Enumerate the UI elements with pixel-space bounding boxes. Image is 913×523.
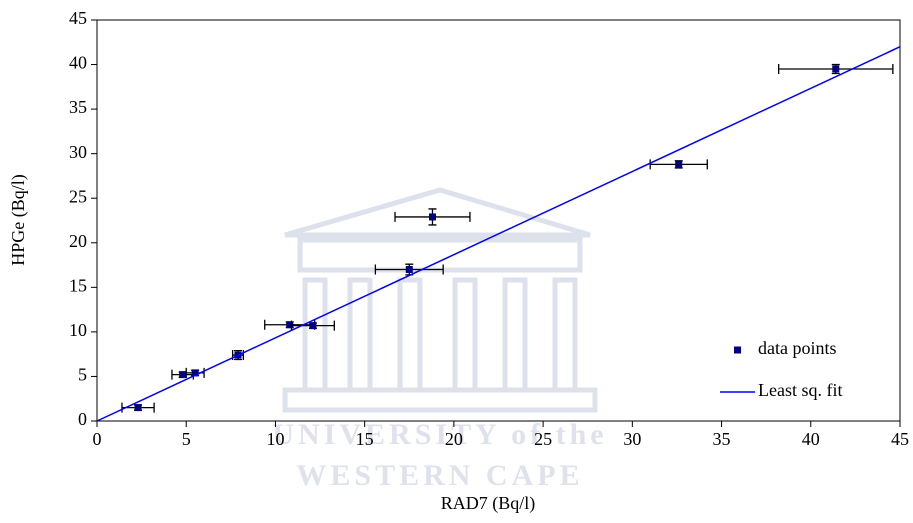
x-tick-label: 35	[713, 429, 731, 449]
watermark: UNIVERSITY of the	[272, 418, 607, 451]
x-tick-label: 10	[266, 429, 284, 449]
chart: UNIVERSITY of the WESTERN CAPE RAD7 (Bq/…	[0, 0, 913, 523]
y-tick-label: 15	[69, 275, 87, 295]
fit-line	[97, 47, 900, 421]
data-point	[832, 66, 839, 73]
x-tick-label: 45	[891, 429, 909, 449]
data-point	[286, 321, 293, 328]
data-point	[309, 322, 316, 329]
legend-label: Least sq. fit	[758, 380, 842, 400]
watermark: WESTERN CAPE	[296, 459, 583, 492]
y-axis-label: HPGe (Bq/l)	[8, 174, 29, 266]
data-point	[406, 266, 413, 273]
y-tick-label: 30	[69, 142, 87, 162]
data-point	[429, 213, 436, 220]
y-tick-label: 5	[78, 365, 87, 385]
y-tick-label: 25	[69, 186, 87, 206]
y-tick-label: 20	[69, 231, 87, 251]
x-axis-label: RAD7 (Bq/l)	[441, 493, 536, 514]
y-tick-label: 35	[69, 97, 87, 117]
data-point	[675, 161, 682, 168]
x-tick-label: 5	[182, 429, 191, 449]
x-tick-label: 0	[93, 429, 102, 449]
plot-frame	[97, 20, 900, 421]
x-tick-label: 20	[445, 429, 463, 449]
data-point	[179, 371, 186, 378]
legend-label: data points	[758, 338, 837, 358]
watermark-building	[285, 190, 595, 410]
y-tick-label: 10	[69, 320, 87, 340]
x-tick-label: 25	[534, 429, 552, 449]
x-tick-label: 15	[356, 429, 374, 449]
legend-marker	[734, 347, 741, 354]
data-point	[135, 404, 142, 411]
x-tick-label: 40	[802, 429, 820, 449]
y-tick-label: 0	[78, 409, 87, 429]
y-tick-label: 45	[69, 8, 87, 28]
y-tick-label: 40	[69, 53, 87, 73]
x-tick-label: 30	[623, 429, 641, 449]
